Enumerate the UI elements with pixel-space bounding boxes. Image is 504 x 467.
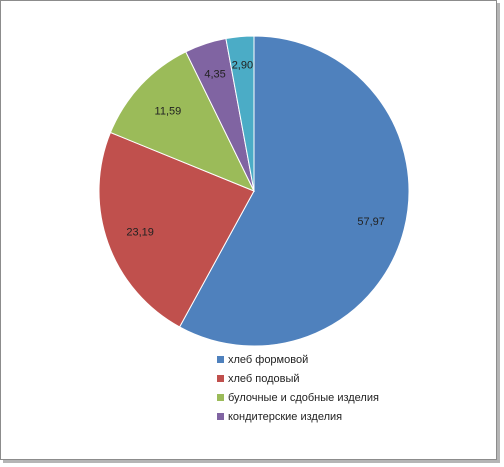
legend-label-4: кондитерские изделия (228, 411, 342, 423)
slice-value-label-1: 57,97 (357, 216, 385, 228)
legend-label-2: хлеб подовый (228, 373, 300, 385)
pie-slice-3 (109, 51, 256, 192)
pie-slices (98, 35, 410, 347)
legend-swatch-2 (217, 375, 224, 382)
slice-value-label-3: 11,59 (155, 106, 182, 118)
pie-slice-1 (178, 35, 410, 347)
legend-swatch-3 (217, 394, 224, 401)
slice-value-label-5: 2,90 (232, 59, 253, 71)
legend-swatch-4 (217, 413, 224, 420)
slice-value-labels: 57,97 23,19 11,59 4,35 2,90 (126, 59, 385, 238)
slice-value-label-2: 23,19 (126, 227, 154, 239)
legend-swatch-1 (217, 356, 224, 363)
legend-label-3: булочные и сдобные изделия (228, 392, 379, 404)
pie-slice-2 (98, 131, 255, 328)
chart-frame: 57,97 23,19 11,59 4,35 2,90 хлеб формовой хле… (0, 0, 497, 460)
legend-label-1: хлеб формовой (228, 354, 308, 366)
pie-slice-5 (225, 35, 255, 192)
chart-legend: хлеб формовой хлеб подовый булочные и сдоб… (217, 354, 379, 423)
slice-value-label-4: 4,35 (204, 68, 225, 80)
